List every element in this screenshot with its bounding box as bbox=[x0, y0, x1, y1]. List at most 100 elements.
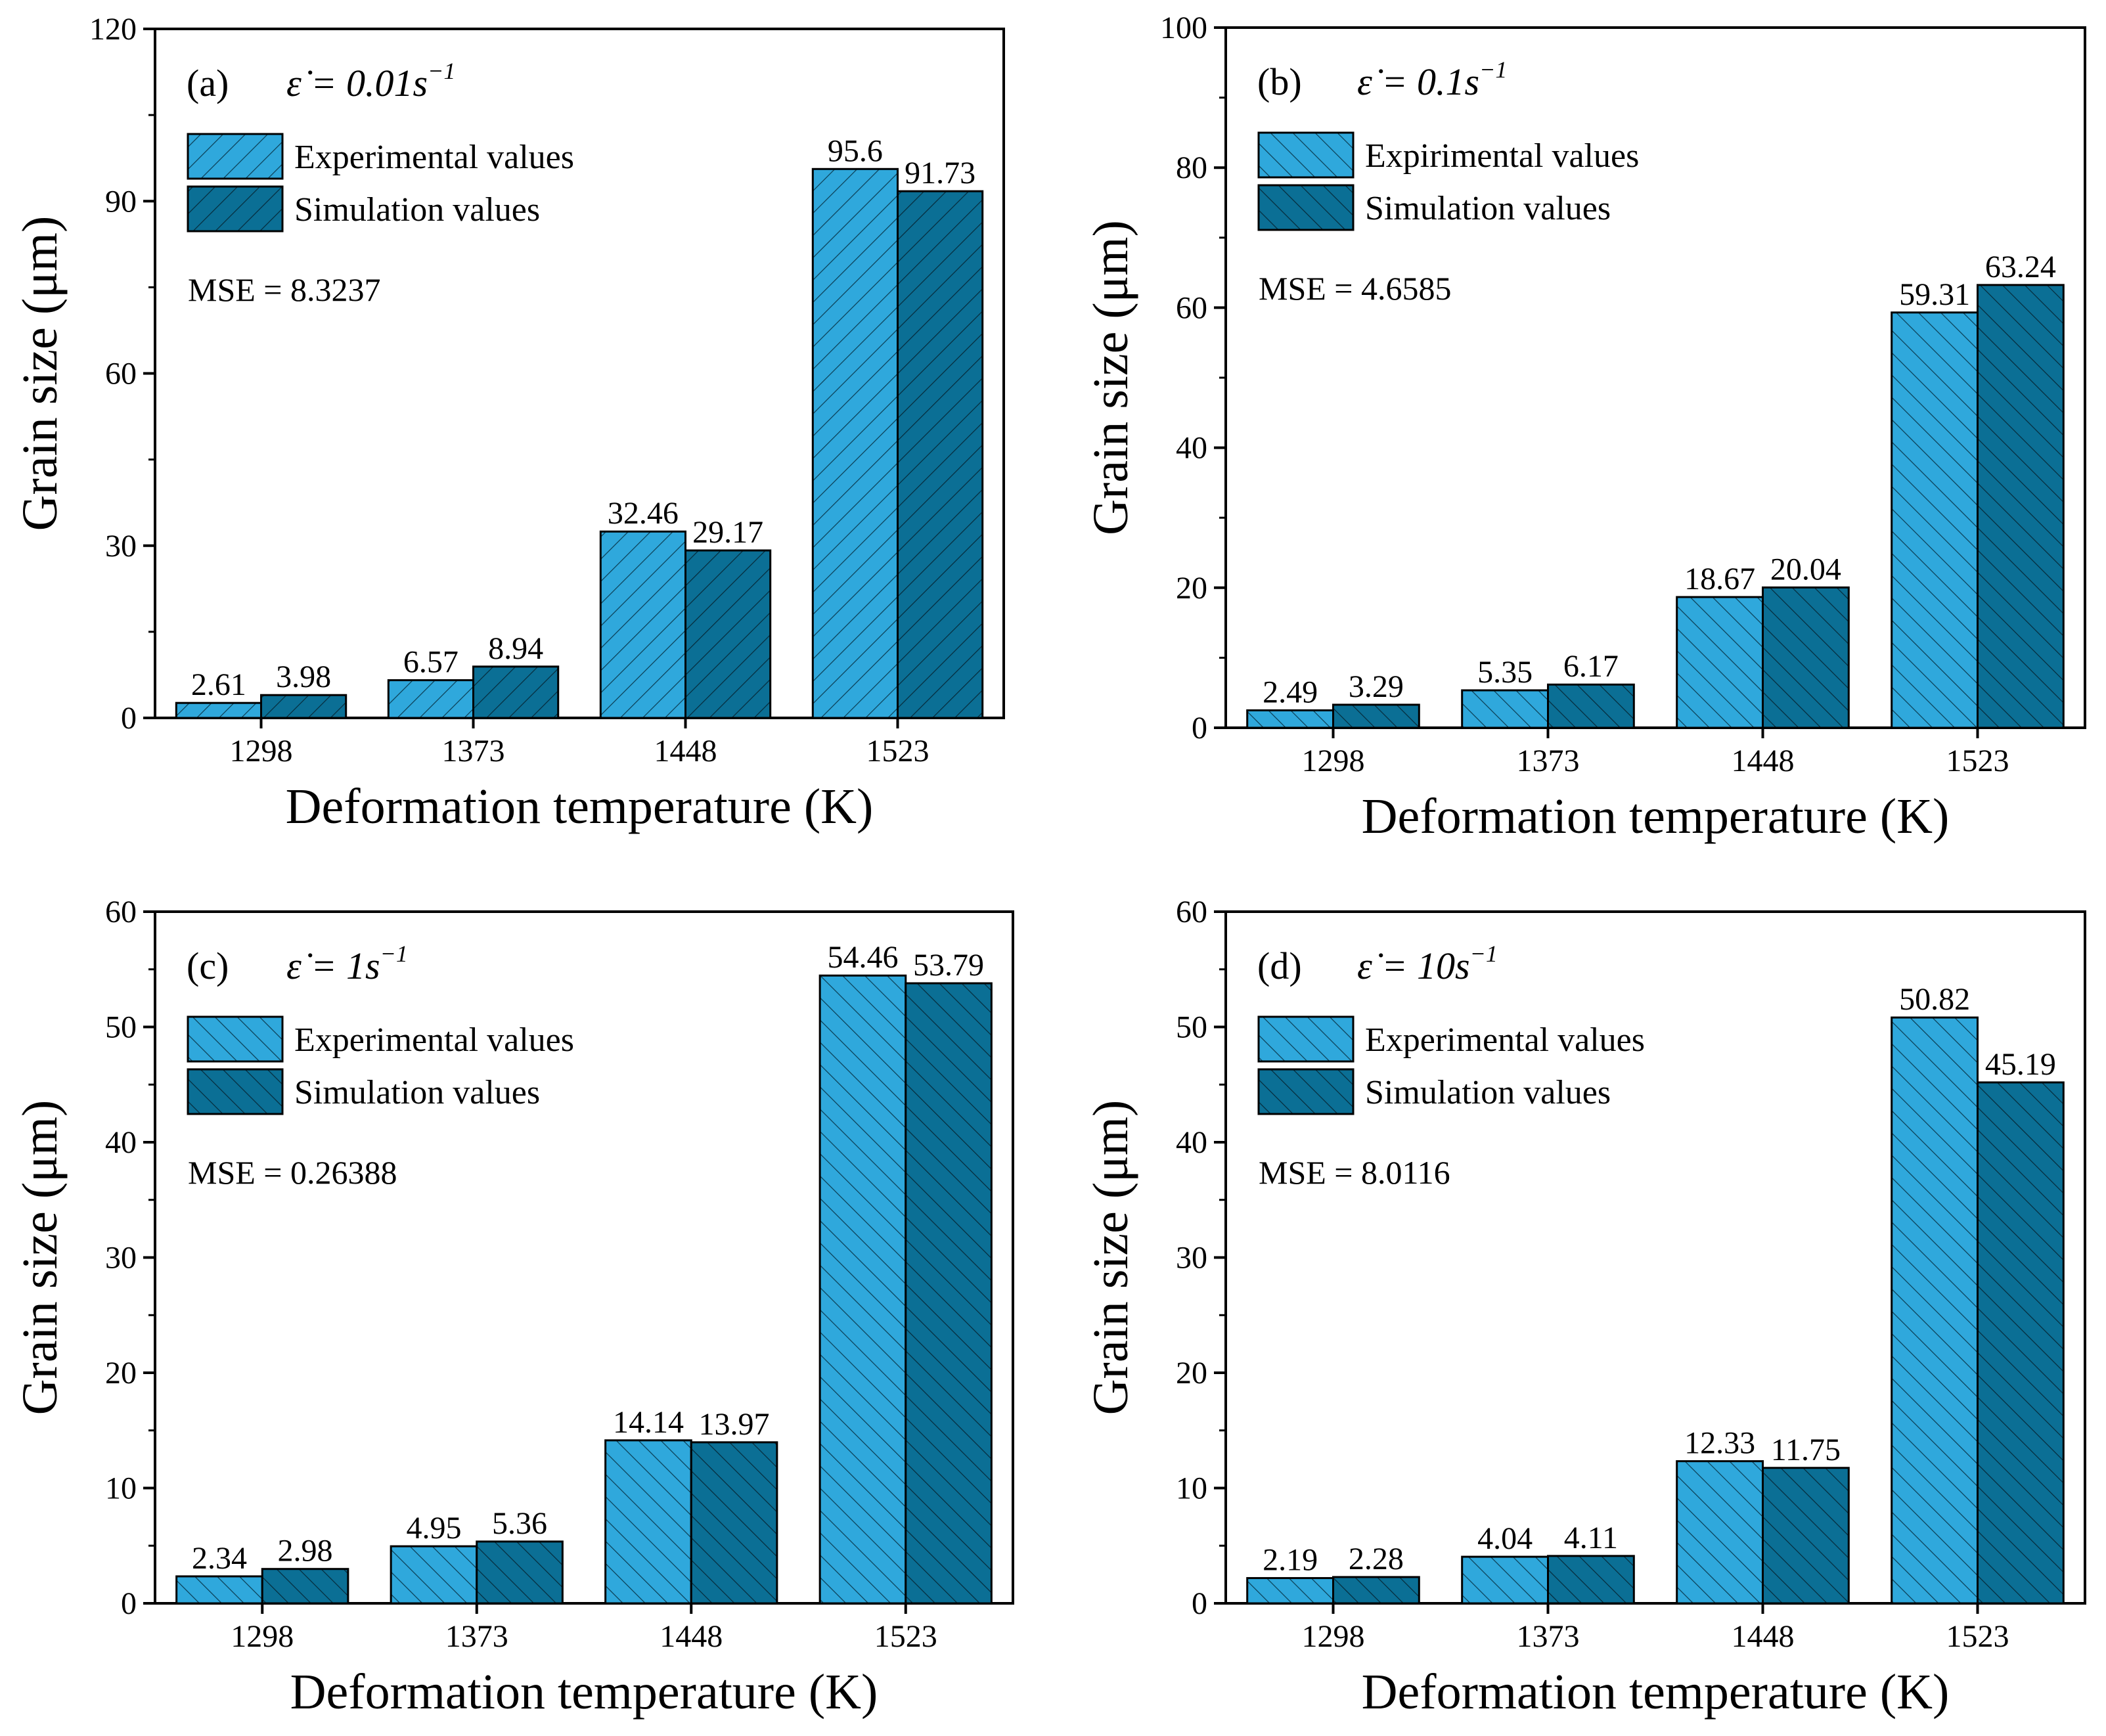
y-tick-label: 0 bbox=[1192, 1586, 1207, 1621]
bar-experimental bbox=[175, 701, 262, 719]
y-tick-label: 20 bbox=[1176, 1356, 1207, 1391]
chart-panel-0: 0 30 60 90 120 1298 2.61 3.98 1373 6.57 8.94 1448 32… bbox=[12, 12, 1005, 834]
bar-experimental bbox=[1891, 311, 1979, 729]
bar-experimental bbox=[175, 1575, 263, 1605]
legend-label: Simulation values bbox=[1365, 1074, 1611, 1111]
bar-value-label: 8.94 bbox=[488, 631, 543, 666]
bar-simulation bbox=[261, 1568, 349, 1605]
y-tick-label: 20 bbox=[105, 1356, 137, 1391]
y-tick-label: 90 bbox=[105, 184, 137, 219]
bar-simulation bbox=[684, 549, 772, 719]
bar-value-label: 54.46 bbox=[827, 940, 898, 975]
bar-simulation bbox=[260, 694, 347, 719]
panel-label: (d) bbox=[1257, 945, 1302, 987]
bar-value-label: 13.97 bbox=[699, 1407, 770, 1442]
panel-label: (b) bbox=[1257, 60, 1302, 103]
x-axis-title: Deformation temperature (K) bbox=[1362, 1664, 1950, 1720]
y-tick-label: 60 bbox=[105, 895, 137, 929]
x-tick-label: 1298 bbox=[230, 734, 293, 768]
bar-simulation bbox=[1762, 586, 1850, 729]
bar-experimental bbox=[1461, 1555, 1549, 1605]
chart-panel-3: 0 10 20 30 40 50 60 1298 2.19 2.28 1373 4.04 4.11 144… bbox=[1083, 895, 2086, 1720]
x-tick-label: 1298 bbox=[1302, 744, 1365, 778]
y-tick-label: 0 bbox=[121, 701, 137, 736]
bar-experimental bbox=[1246, 1577, 1334, 1605]
bar-experimental bbox=[599, 530, 686, 719]
y-axis-title: Grain size (μm) bbox=[1083, 1100, 1138, 1415]
bar-value-label: 2.19 bbox=[1263, 1543, 1318, 1578]
mse-label: MSE = 8.3237 bbox=[188, 271, 381, 308]
y-axis-title: Grain size (μm) bbox=[12, 216, 68, 531]
bar-experimental bbox=[1246, 709, 1334, 729]
x-tick-label: 1448 bbox=[654, 734, 717, 768]
bar-value-label: 45.19 bbox=[1985, 1047, 2056, 1082]
y-tick-label: 30 bbox=[105, 1241, 137, 1276]
bar-value-label: 3.29 bbox=[1349, 669, 1404, 704]
bar-value-label: 29.17 bbox=[692, 515, 763, 550]
y-tick-label: 50 bbox=[1176, 1010, 1207, 1045]
mse-label: MSE = 0.26388 bbox=[188, 1154, 397, 1191]
bar-value-label: 59.31 bbox=[1899, 277, 1970, 312]
legend-swatch-experimental bbox=[187, 133, 284, 180]
y-tick-label: 100 bbox=[1160, 11, 1207, 45]
bar-simulation bbox=[476, 1540, 564, 1605]
legend-label: Simulation values bbox=[294, 191, 540, 229]
bar-value-label: 32.46 bbox=[608, 496, 679, 531]
legend-swatch-experimental bbox=[1257, 1015, 1355, 1063]
bar-simulation bbox=[1332, 1576, 1420, 1605]
legend-swatch-experimental bbox=[1257, 131, 1355, 179]
bar-simulation bbox=[690, 1441, 778, 1605]
bar-experimental bbox=[818, 974, 907, 1605]
y-tick-label: 60 bbox=[105, 357, 137, 391]
bar-value-label: 2.49 bbox=[1263, 675, 1318, 709]
bar-experimental bbox=[604, 1439, 692, 1605]
bar-value-label: 5.35 bbox=[1477, 655, 1533, 690]
y-axis-title: Grain size (μm) bbox=[1083, 220, 1138, 535]
x-tick-label: 1298 bbox=[231, 1619, 294, 1654]
strain-rate-label: ε̇ = 1s−1 bbox=[286, 941, 408, 987]
panel-label: (a) bbox=[187, 62, 229, 104]
legend-swatch-experimental bbox=[187, 1015, 284, 1063]
y-axis-title: Grain size (μm) bbox=[12, 1100, 68, 1415]
bar-simulation bbox=[905, 982, 993, 1605]
legend-swatch-simulation bbox=[1257, 184, 1355, 231]
y-tick-label: 60 bbox=[1176, 290, 1207, 325]
panel-label: (c) bbox=[187, 945, 229, 987]
x-tick-label: 1523 bbox=[874, 1619, 937, 1654]
bar-value-label: 14.14 bbox=[613, 1405, 684, 1440]
bar-experimental bbox=[1676, 1460, 1764, 1605]
bar-experimental bbox=[811, 167, 899, 719]
y-tick-label: 120 bbox=[89, 12, 137, 47]
y-tick-label: 40 bbox=[105, 1125, 137, 1160]
y-tick-label: 40 bbox=[1176, 1125, 1207, 1160]
legend-label: Simulation values bbox=[294, 1074, 540, 1111]
strain-rate-label: ε̇ = 0.1s−1 bbox=[1357, 56, 1507, 103]
x-tick-label: 1373 bbox=[442, 734, 505, 768]
bar-value-label: 50.82 bbox=[1899, 982, 1970, 1017]
bar-simulation bbox=[1762, 1467, 1850, 1605]
bar-simulation bbox=[1332, 703, 1420, 729]
legend-label: Expirimental values bbox=[1365, 137, 1639, 175]
bar-value-label: 6.57 bbox=[403, 645, 459, 680]
legend-label: Simulation values bbox=[1365, 190, 1611, 227]
bar-value-label: 12.33 bbox=[1684, 1426, 1755, 1461]
y-tick-label: 10 bbox=[1176, 1471, 1207, 1506]
bar-value-label: 53.79 bbox=[913, 948, 984, 983]
legend-label: Experimental values bbox=[294, 139, 574, 176]
x-tick-label: 1523 bbox=[866, 734, 930, 768]
bar-value-label: 2.98 bbox=[278, 1534, 333, 1569]
bar-value-label: 3.98 bbox=[276, 659, 331, 694]
x-tick-label: 1523 bbox=[1946, 1619, 2009, 1654]
bar-experimental bbox=[1891, 1016, 1979, 1605]
bar-value-label: 95.6 bbox=[828, 133, 883, 168]
chart-panel-2: 0 10 20 30 40 50 60 1298 2.34 2.98 1373 4.95 5.36 144… bbox=[12, 895, 1014, 1720]
x-tick-label: 1373 bbox=[445, 1619, 508, 1654]
y-tick-label: 20 bbox=[1176, 571, 1207, 606]
strain-rate-label: ε̇ = 0.01s−1 bbox=[286, 58, 455, 104]
bar-value-label: 18.67 bbox=[1684, 562, 1755, 596]
bar-value-label: 4.95 bbox=[406, 1511, 461, 1546]
x-tick-label: 1448 bbox=[1732, 1619, 1795, 1654]
legend-swatch-simulation bbox=[187, 1068, 284, 1115]
x-tick-label: 1373 bbox=[1517, 744, 1580, 778]
